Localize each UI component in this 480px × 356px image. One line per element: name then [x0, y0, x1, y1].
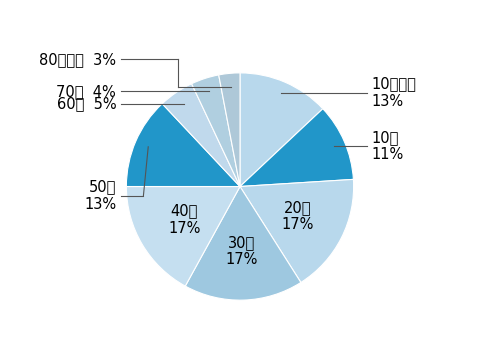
- Text: 30代
17%: 30代 17%: [226, 235, 258, 267]
- Wedge shape: [126, 187, 240, 286]
- Text: 10歳未満
13%: 10歳未満 13%: [372, 77, 417, 109]
- Text: 20代
17%: 20代 17%: [281, 200, 314, 232]
- Text: 40代
17%: 40代 17%: [168, 203, 201, 236]
- Wedge shape: [185, 187, 301, 300]
- Text: 10代
11%: 10代 11%: [372, 130, 404, 162]
- Wedge shape: [240, 109, 353, 187]
- Text: 80歳以上  3%: 80歳以上 3%: [39, 52, 116, 67]
- Wedge shape: [240, 73, 323, 187]
- Wedge shape: [192, 75, 240, 187]
- Wedge shape: [162, 84, 240, 187]
- Wedge shape: [240, 179, 354, 282]
- Wedge shape: [126, 104, 240, 187]
- Text: 70代  4%: 70代 4%: [56, 84, 116, 99]
- Wedge shape: [219, 73, 240, 187]
- Text: 50代
13%: 50代 13%: [84, 179, 116, 212]
- Text: 60代  5%: 60代 5%: [57, 96, 116, 111]
